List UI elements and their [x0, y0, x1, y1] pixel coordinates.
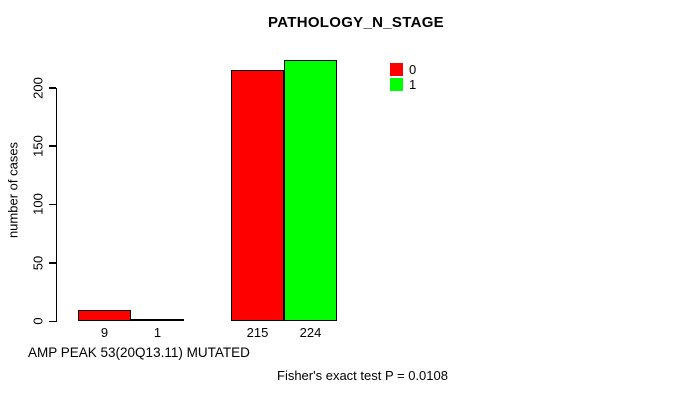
- y-tick-label-text: 150: [30, 135, 46, 157]
- bar-value-label: 9: [100, 325, 109, 340]
- y-axis-line: [55, 87, 57, 323]
- y-tick: [48, 87, 56, 89]
- legend-label: 0: [409, 62, 417, 77]
- bar: [131, 319, 184, 321]
- legend-swatch: [390, 63, 403, 76]
- y-tick-label-text: 50: [30, 255, 46, 270]
- legend-swatch: [390, 78, 403, 91]
- bar: [284, 59, 337, 321]
- fisher-annotation: Fisher's exact test P = 0.0108: [277, 368, 448, 383]
- legend-item: 0: [390, 63, 416, 76]
- y-tick: [48, 262, 56, 264]
- bar-value-label: 1: [153, 325, 162, 340]
- y-tick: [48, 145, 56, 147]
- bar-value-label: 215: [246, 325, 269, 340]
- y-tick-label-text: 0: [30, 317, 46, 325]
- y-tick-label-text: 100: [30, 193, 46, 216]
- y-tick: [48, 203, 56, 206]
- legend-label: 1: [409, 77, 417, 92]
- chart-title: PATHOLOGY_N_STAGE: [268, 14, 444, 31]
- legend-item: 1: [390, 78, 416, 91]
- bar: [78, 310, 131, 321]
- bar-value-label: 224: [299, 325, 322, 340]
- x-axis-label: AMP PEAK 53(20Q13.11) MUTATED: [28, 345, 250, 360]
- y-tick: [48, 320, 56, 322]
- bar: [231, 70, 284, 321]
- y-tick-label-text: 200: [30, 76, 46, 99]
